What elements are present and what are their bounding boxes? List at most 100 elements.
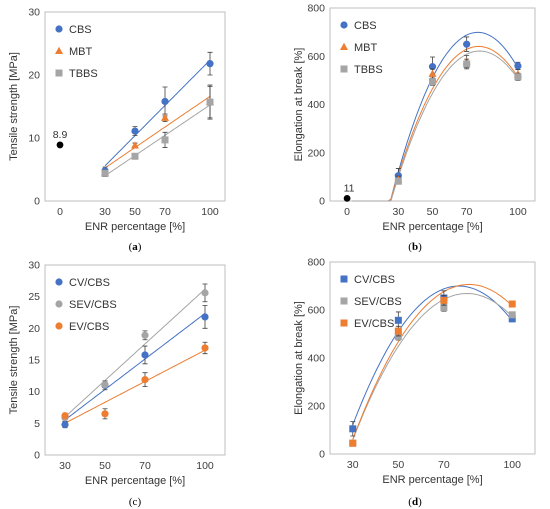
data-point-tbbs — [101, 169, 109, 177]
y-axis-label: Elongation at break [%] — [293, 301, 305, 415]
trendline-tbbs — [104, 104, 211, 177]
data-point-cbs — [514, 62, 522, 70]
reference-value-label: 11 — [344, 182, 355, 194]
legend-label: CBS — [69, 24, 92, 36]
x-tick-label: 70 — [159, 206, 171, 218]
data-point-mbt — [131, 141, 139, 149]
x-axis-label: ENR percentage [%] — [85, 221, 185, 233]
legend-marker-tbbs — [340, 65, 348, 73]
y-tick-label: 20 — [28, 70, 40, 82]
data-point-reference — [343, 194, 351, 202]
panel-label-d: (d) — [408, 496, 422, 508]
data-point-cv-cbs — [508, 315, 516, 323]
x-tick-label: 100 — [196, 460, 214, 472]
legend-marker-cbs — [55, 25, 63, 33]
chart-panel-a: 0 10 20 30 0 30 50 70 100 ENR percentage [%] Tensi… — [8, 7, 226, 233]
x-tick-label: 30 — [99, 206, 111, 218]
panel-label-a: (a) — [129, 241, 142, 253]
chart-panel-d: 0 200 400 600 800 30 50 70 100 ENR percentage [%]… — [293, 257, 536, 486]
data-point-tbbs — [429, 78, 436, 86]
x-tick-label: 100 — [509, 206, 527, 218]
legend-label: EV/CBS — [354, 318, 394, 330]
y-tick-label: 800 — [307, 257, 325, 269]
y-tick-label: 400 — [307, 99, 325, 111]
data-point-tbbs — [394, 177, 402, 185]
y-tick-label: 0 — [34, 196, 40, 208]
legend-marker-cbs — [340, 21, 348, 29]
data-point-cv-cbs — [61, 421, 69, 429]
legend-marker-ev-cbs — [55, 322, 63, 330]
x-tick-label: 50 — [427, 206, 439, 218]
x-tick-label: 70 — [438, 459, 450, 471]
x-tick-label: 70 — [139, 460, 151, 472]
data-point-tbbs — [514, 73, 522, 81]
x-tick-label: 50 — [99, 460, 111, 472]
data-point-ev-cbs — [349, 439, 357, 447]
trendline-tbbs — [352, 50, 519, 202]
plot-frame — [44, 11, 226, 202]
data-point-tbbs — [131, 152, 139, 160]
legend-label: CBS — [354, 20, 377, 32]
x-tick-label: 0 — [344, 206, 350, 218]
y-tick-label: 0 — [34, 450, 40, 462]
legend-label: SEV/CBS — [69, 299, 117, 311]
y-axis-label: Elongation at break [%] — [293, 48, 305, 162]
x-tick-label: 70 — [461, 206, 473, 218]
plot-frame — [44, 264, 226, 456]
x-tick-label: 30 — [392, 206, 404, 218]
trendline-cv-cbs — [352, 285, 513, 426]
reference-value-label: 8.9 — [53, 129, 68, 141]
data-point-reference — [56, 141, 64, 149]
y-tick-label: 10 — [28, 386, 40, 398]
legend-marker-ev-cbs — [340, 319, 348, 327]
data-point-ev-cbs — [61, 412, 69, 420]
legend-marker-tbbs — [55, 69, 63, 77]
y-tick-label: 20 — [28, 323, 40, 335]
data-point-ev-cbs — [440, 296, 448, 304]
trendline-ev-cbs — [64, 349, 206, 424]
legend-label: CV/CBS — [69, 277, 110, 289]
trendline-sev-cbs — [64, 288, 206, 418]
trendline-cv-cbs — [64, 313, 206, 421]
panel-label-c: (c) — [129, 496, 142, 508]
legend-marker-mbt — [340, 42, 348, 50]
legend-label: TBBS — [354, 64, 383, 76]
y-tick-label: 30 — [28, 260, 40, 272]
legend-marker-mbt — [55, 46, 63, 54]
plot-frame — [329, 7, 536, 202]
legend-marker-cv-cbs — [340, 275, 348, 283]
legend-label: TBBS — [69, 68, 98, 80]
x-tick-label: 0 — [57, 206, 63, 218]
y-tick-label: 25 — [28, 291, 40, 303]
data-point-ev-cbs — [394, 327, 402, 335]
data-point-ev-cbs — [201, 344, 209, 352]
y-tick-label: 0 — [319, 449, 325, 461]
data-point-tbbs — [206, 98, 214, 106]
data-point-cbs — [161, 97, 169, 106]
data-point-tbbs — [463, 60, 471, 68]
data-point-cbs — [206, 60, 214, 68]
data-point-cv-cbs — [141, 351, 149, 359]
data-point-cv-cbs — [201, 313, 209, 321]
data-point-cbs — [463, 40, 471, 48]
data-point-ev-cbs — [508, 300, 516, 308]
x-axis-label: ENR percentage [%] — [382, 474, 482, 486]
data-point-mbt — [428, 69, 437, 77]
data-point-sev-cbs — [201, 289, 209, 297]
legend-label: SEV/CBS — [354, 296, 402, 308]
x-axis-label: ENR percentage [%] — [85, 475, 185, 487]
y-tick-label: 600 — [307, 51, 325, 63]
chart-panel-b: 0 200 400 600 800 0 30 50 70 100 ENR percentage [%… — [293, 3, 536, 233]
data-point-sev-cbs — [101, 381, 109, 389]
legend-label: MBT — [354, 42, 378, 54]
x-tick-label: 30 — [347, 459, 359, 471]
x-tick-label: 100 — [201, 206, 219, 218]
data-point-sev-cbs — [440, 304, 448, 312]
data-point-sev-cbs — [141, 331, 149, 339]
trendline-sev-cbs — [352, 292, 513, 440]
data-point-ev-cbs — [101, 410, 109, 418]
legend-marker-sev-cbs — [340, 297, 348, 305]
data-point-mbt — [161, 113, 169, 121]
y-tick-label: 10 — [28, 133, 40, 145]
x-tick-label: 30 — [59, 460, 71, 472]
